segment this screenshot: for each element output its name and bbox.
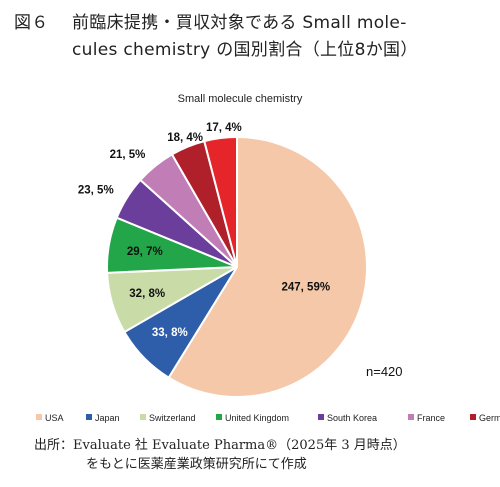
figure-title-line2: cules chemistry の国別割合（上位8か国） (72, 40, 418, 60)
figure-number: 図６ (14, 13, 49, 33)
legend-label-germany: Germany (479, 413, 500, 423)
data-label-japan: 33, 8% (152, 327, 188, 339)
data-label-france: 21, 5% (110, 149, 146, 161)
data-label-china: 17, 4% (206, 122, 242, 134)
total-label: n=420 (366, 364, 403, 379)
legend-label-france: France (417, 413, 445, 423)
pie-slice-usa (167, 135, 368, 398)
legend-label-usa: USA (45, 413, 64, 423)
chart-legend: USA Japan Switzerland United Kingdom South K… (36, 413, 500, 423)
legend-swatch-germany (470, 414, 476, 420)
pie-chart-area: Small molecule chemistry 247, 59% 33, 8% 3… (0, 80, 500, 440)
source-note: 出所：Evaluate 社 Evaluate Pharma®（2025年 3 月… (34, 436, 494, 474)
legend-label-switzerland: Switzerland (149, 413, 196, 423)
legend-swatch-france (408, 414, 414, 420)
legend-swatch-usa (36, 414, 42, 420)
legend-swatch-switzerland (140, 414, 146, 420)
legend-swatch-japan (86, 414, 92, 420)
source-line1: 出所：Evaluate 社 Evaluate Pharma®（2025年 3 月… (34, 438, 406, 453)
legend-label-south-korea: South Korea (327, 413, 377, 423)
data-label-switzerland: 32, 8% (129, 288, 165, 300)
figure-title: 図６ 前臨床提携・買収対象である Small mole- cules chemis… (14, 10, 492, 64)
legend-label-united-kingdom: United Kingdom (225, 413, 289, 423)
source-line2: をもとに医薬産業政策研究所にて作成 (86, 457, 307, 472)
data-label-germany: 18, 4% (167, 132, 203, 144)
pie-slices (106, 135, 368, 398)
legend-swatch-south-korea (318, 414, 324, 420)
figure-title-line1: 前臨床提携・買収対象である Small mole- (72, 13, 407, 33)
legend-swatch-united-kingdom (216, 414, 222, 420)
data-label-usa: 247, 59% (281, 282, 330, 294)
legend-label-japan: Japan (95, 413, 120, 423)
data-label-united-kingdom: 29, 7% (127, 246, 163, 258)
data-label-south-korea: 23, 5% (78, 185, 114, 197)
chart-title: Small molecule chemistry (178, 93, 303, 105)
pie-slice-china (203, 135, 238, 268)
pie-chart: Small molecule chemistry 247, 59% 33, 8% 3… (36, 93, 500, 423)
pie-data-labels: 247, 59% 33, 8% 32, 8% 29, 7% 23, 5% 21, 5% 18… (78, 122, 330, 339)
